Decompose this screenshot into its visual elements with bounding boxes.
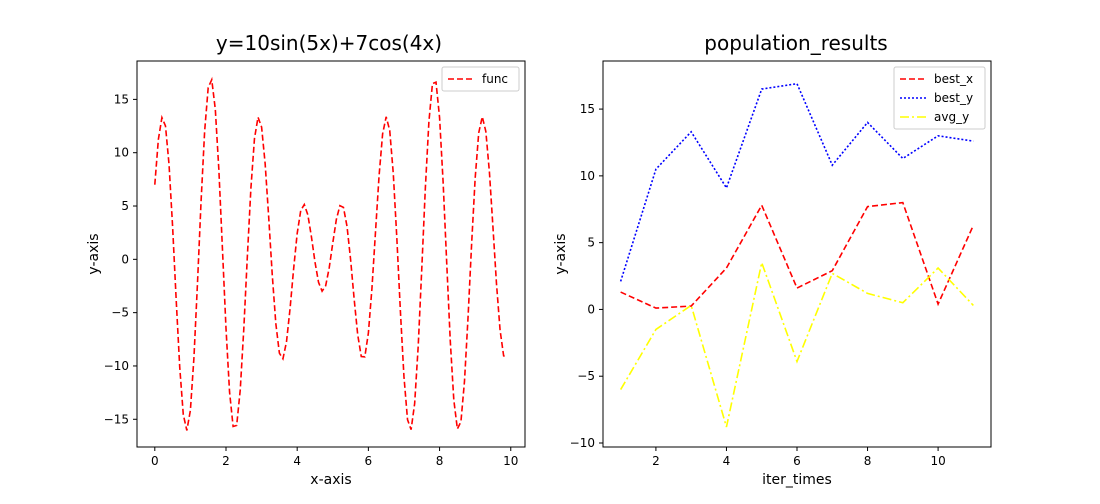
x-tick-label: 4 — [723, 454, 731, 468]
y-axis-label: y-axis — [86, 233, 102, 274]
legend: func — [441, 66, 520, 92]
x-tick-label: 10 — [930, 454, 945, 468]
chart-title: population_results — [704, 31, 887, 55]
y-tick-label: 10 — [114, 146, 129, 160]
series-line-best-y — [619, 82, 974, 282]
population-results-plot: population_results 2 4 6 8 10 −10 −5 0 5 10 15 ite… — [553, 31, 992, 488]
y-tick-label: 15 — [114, 92, 129, 106]
y-tick-label: 0 — [121, 252, 129, 266]
x-tick-label: 2 — [652, 454, 660, 468]
x-tick-label: 4 — [293, 454, 301, 468]
series-line-avg-y — [619, 259, 974, 428]
y-tick-label: 5 — [587, 236, 595, 250]
axes-frame — [602, 60, 992, 448]
chart-title: y=10sin(5x)+7cos(4x) — [216, 31, 442, 55]
legend-label: func — [482, 72, 508, 86]
y-tick-label: 15 — [580, 102, 595, 116]
y-tick-label: −10 — [570, 436, 595, 450]
x-tick-label: 8 — [436, 454, 444, 468]
x-tick-label: 10 — [503, 454, 518, 468]
series-group — [619, 82, 975, 428]
x-axis-label: iter_times — [762, 472, 832, 488]
series-line-best-x — [620, 201, 975, 309]
y-tick-label: 5 — [121, 199, 129, 213]
legend: best_x best_y avg_y — [893, 66, 986, 130]
function-plot: y=10sin(5x)+7cos(4x) 0 2 4 6 8 10 −15 −10 −5 0 5 10… — [86, 31, 526, 488]
y-tick-label: −10 — [104, 359, 129, 373]
x-tick-label: 2 — [222, 454, 230, 468]
legend-label: avg_y — [934, 110, 969, 124]
tick-group: 0 2 4 6 8 10 −15 −10 −5 0 5 10 15 — [104, 92, 519, 468]
x-tick-label: 0 — [151, 454, 159, 468]
series-group — [154, 76, 508, 432]
y-tick-label: −15 — [104, 412, 129, 426]
x-axis-label: x-axis — [310, 472, 351, 488]
legend-label: best_x — [934, 72, 973, 86]
tick-group: 2 4 6 8 10 −10 −5 0 5 10 15 — [570, 102, 946, 468]
x-tick-label: 6 — [365, 454, 373, 468]
y-axis-label: y-axis — [553, 233, 569, 274]
x-tick-label: 8 — [864, 454, 872, 468]
y-tick-label: −5 — [111, 306, 129, 320]
legend-box — [893, 66, 986, 130]
x-tick-label: 6 — [793, 454, 801, 468]
legend-label: best_y — [934, 91, 973, 105]
y-tick-label: 0 — [587, 302, 595, 316]
legend-box — [441, 66, 520, 92]
axes-frame — [136, 60, 526, 448]
y-tick-label: −5 — [577, 369, 595, 383]
y-tick-label: 10 — [580, 169, 595, 183]
series-line-func — [154, 76, 508, 432]
